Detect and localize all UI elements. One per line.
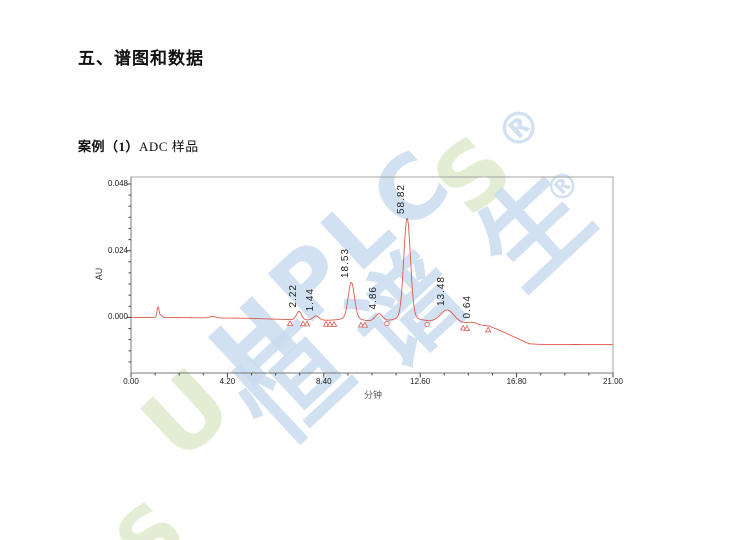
watermark-glyph: S <box>97 482 204 540</box>
case-label: 案例（1） <box>78 139 140 154</box>
case-text: ADC 样品 <box>139 139 199 154</box>
watermark-glyph: ® <box>486 94 554 162</box>
y-axis-title: AU <box>94 267 104 281</box>
case-caption: 案例（1）ADC 样品 <box>78 136 199 155</box>
chromatogram-plot <box>126 176 614 378</box>
section-title: 五、谱图和数据 <box>78 49 204 68</box>
